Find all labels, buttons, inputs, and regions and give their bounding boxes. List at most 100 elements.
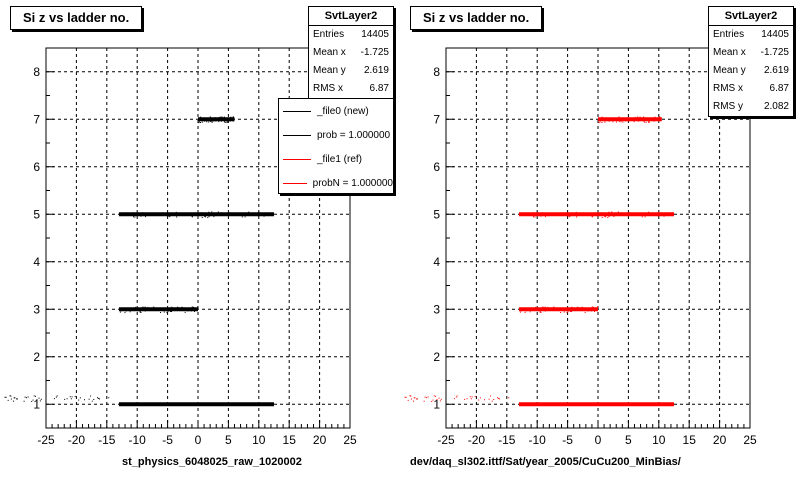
data-point	[611, 117, 613, 119]
data-point	[188, 308, 190, 310]
data-point	[601, 121, 603, 123]
data-point	[525, 212, 527, 214]
data-band	[598, 117, 662, 122]
data-point	[14, 397, 16, 399]
data-point	[438, 397, 440, 399]
data-point	[202, 117, 204, 119]
data-point	[208, 211, 210, 213]
data-point	[544, 310, 546, 312]
x-tick-label: 15	[683, 433, 697, 447]
data-point	[618, 116, 620, 118]
data-point	[639, 116, 641, 118]
stats-row: Entries 14405	[713, 29, 789, 40]
data-point	[56, 395, 58, 397]
plot-area: -25 -20 -15 -10 -5 0 5 10 15 20 25 1 2 3 4 5 6 7 8	[404, 47, 757, 447]
data-point	[211, 118, 213, 120]
data-point	[407, 399, 409, 401]
data-point	[205, 118, 207, 120]
data-point	[198, 122, 200, 124]
x-tick-label: -10	[129, 433, 147, 447]
data-band	[118, 402, 275, 407]
data-point	[542, 306, 544, 308]
data-point	[208, 121, 210, 123]
data-point	[10, 398, 12, 400]
stats-row: Entries 14405	[313, 29, 389, 40]
data-point	[573, 307, 575, 309]
data-point	[593, 310, 595, 312]
data-point	[601, 116, 603, 118]
data-point	[596, 307, 598, 309]
data-point	[31, 400, 33, 402]
data-point	[576, 213, 578, 215]
data-point	[499, 398, 501, 400]
data-point	[629, 212, 631, 214]
data-points	[198, 116, 234, 124]
data-point	[161, 212, 163, 214]
data-point	[195, 308, 197, 310]
data-points	[4, 395, 110, 402]
data-point	[211, 119, 213, 121]
data-point	[669, 212, 671, 214]
data-point	[229, 120, 231, 122]
stats-row: RMS x 6.87	[313, 83, 389, 94]
data-points	[125, 211, 272, 219]
x-tick-label: 20	[313, 433, 327, 447]
data-point	[193, 213, 195, 215]
legend-line	[283, 134, 311, 136]
data-point	[636, 212, 638, 214]
data-point	[206, 121, 208, 123]
data-point	[210, 121, 212, 123]
data-point	[639, 119, 641, 121]
data-point	[587, 310, 589, 312]
data-point	[229, 120, 231, 122]
data-point	[542, 307, 544, 309]
data-point	[98, 397, 100, 399]
data-band	[518, 307, 598, 312]
data-point	[207, 217, 209, 219]
data-point	[588, 308, 590, 310]
data-point	[591, 216, 593, 218]
data-point	[183, 307, 185, 309]
data-point	[169, 216, 171, 218]
data-point	[478, 399, 480, 401]
data-point	[163, 311, 165, 313]
y-tick-label: 6	[433, 160, 440, 174]
data-point	[209, 119, 211, 121]
x-axis-label: dev/daq_sl302.ittf/Sat/year_2005/CuCu200…	[410, 456, 681, 468]
data-point	[581, 307, 583, 309]
data-point	[524, 312, 526, 314]
data-point	[97, 397, 99, 399]
data-point	[540, 215, 542, 217]
data-point	[611, 118, 613, 120]
x-tick-label: 5	[225, 433, 232, 447]
data-point	[16, 398, 18, 400]
data-point	[563, 311, 565, 313]
data-point	[630, 119, 632, 121]
stats-box: SvtLayer2 Entries 14405 Mean x -1.725 Mean…	[708, 6, 794, 117]
data-point	[64, 398, 66, 400]
data-point	[165, 308, 167, 310]
data-point	[633, 121, 635, 123]
data-point	[166, 312, 168, 314]
x-tick-label: -25	[37, 433, 55, 447]
data-point	[616, 118, 618, 120]
data-point	[607, 119, 609, 121]
stats-box: SvtLayer2 Entries 14405 Mean x -1.725 Mean…	[308, 6, 394, 99]
data-point	[93, 398, 95, 400]
data-point	[617, 119, 619, 121]
data-point	[575, 309, 577, 311]
data-point	[196, 307, 198, 309]
data-point	[592, 214, 594, 216]
data-point	[414, 397, 416, 399]
data-point	[234, 213, 236, 215]
data-point	[588, 308, 590, 310]
data-point	[203, 120, 205, 122]
data-point	[197, 306, 199, 308]
data-point	[70, 398, 72, 400]
data-point	[139, 311, 141, 313]
data-point	[578, 307, 580, 309]
data-point	[578, 212, 580, 214]
data-point	[34, 395, 36, 397]
data-point	[648, 121, 650, 123]
data-point	[120, 310, 122, 312]
